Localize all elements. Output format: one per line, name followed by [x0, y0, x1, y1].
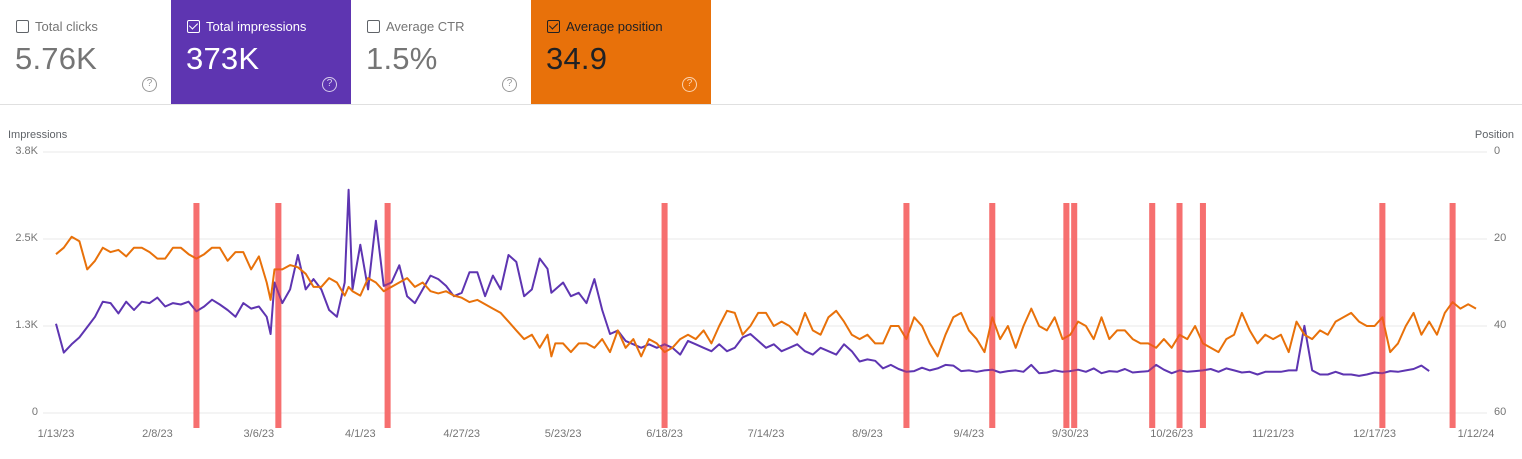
annotation-marker-overlay: [1149, 203, 1156, 428]
annotation-marker-overlay: [1176, 203, 1183, 428]
annotation-marker-overlay: [661, 203, 668, 428]
annotation-marker[interactable]: [661, 203, 668, 428]
card-label: Average position: [566, 19, 663, 34]
y-tick-label: 2.5K: [15, 232, 38, 244]
gridlines: [43, 151, 1487, 414]
annotation-marker-overlay: [1379, 203, 1386, 428]
x-tick-label: 9/30/23: [1051, 428, 1089, 440]
x-tick-label: 4/1/23: [344, 428, 376, 440]
annotation-marker-overlay: [1199, 203, 1206, 428]
impressions-line: [55, 188, 1430, 377]
right-axis-title: Position: [1474, 129, 1514, 141]
card-label: Total clicks: [35, 19, 98, 34]
annotation-marker-overlay: [1071, 203, 1078, 428]
annotation-marker[interactable]: [1176, 203, 1183, 428]
checkbox-unchecked-icon[interactable]: [16, 20, 29, 33]
card-header: Total clicks: [16, 19, 98, 34]
x-tick-label: 3/6/23: [243, 428, 275, 440]
annotation-marker[interactable]: [384, 203, 391, 428]
help-icon[interactable]: ?: [682, 77, 697, 92]
card-total-clicks[interactable]: Total clicks 5.76K ?: [0, 0, 171, 104]
annotation-marker[interactable]: [903, 203, 910, 428]
checkbox-unchecked-icon[interactable]: [367, 20, 380, 33]
help-icon[interactable]: ?: [142, 77, 157, 92]
card-average-ctr[interactable]: Average CTR 1.5% ?: [351, 0, 531, 104]
y2-tick-label: 20: [1494, 232, 1507, 244]
annotation-marker-overlay: [384, 203, 391, 428]
checkbox-checked-icon[interactable]: [187, 20, 200, 33]
card-total-impressions[interactable]: Total impressions 373K ?: [171, 0, 351, 104]
annotation-marker[interactable]: [989, 203, 996, 428]
help-icon[interactable]: ?: [502, 77, 517, 92]
metric-cards: Total clicks 5.76K ? Total impressions 3…: [0, 0, 1522, 105]
x-tick-label: 10/26/23: [1150, 428, 1194, 440]
x-tick-label: 9/4/23: [953, 428, 985, 440]
x-tick-label: 7/14/23: [747, 428, 785, 440]
annotation-marker-overlay: [275, 203, 282, 428]
x-tick-label: 12/17/23: [1353, 428, 1396, 440]
card-value: 373K: [186, 41, 260, 76]
annotation-marker-overlay: [989, 203, 996, 428]
card-label: Average CTR: [386, 19, 465, 34]
annotation-marker[interactable]: [1199, 203, 1206, 428]
x-tick-label: 2/8/23: [142, 428, 173, 440]
x-tick-label: 6/18/23: [646, 428, 683, 440]
checkbox-checked-icon[interactable]: [547, 20, 560, 33]
position-line: [55, 235, 1477, 358]
y-tick-label: 0: [31, 406, 38, 418]
x-tick-label: 11/21/23: [1252, 428, 1295, 440]
y-tick-label: 3.8K: [15, 145, 38, 157]
annotation-marker-overlay: [1063, 203, 1070, 428]
x-tick-label: 4/27/23: [443, 428, 481, 440]
left-axis-title: Impressions: [8, 129, 68, 141]
y2-tick-label: 0: [1494, 145, 1501, 157]
annotation-marker[interactable]: [193, 203, 200, 428]
y2-tick-label: 40: [1494, 319, 1507, 331]
annotation-marker-overlay: [903, 203, 910, 428]
x-tick-label: 1/13/23: [37, 428, 75, 440]
card-value: 5.76K: [15, 41, 98, 76]
annotation-markers[interactable]: [193, 203, 1456, 428]
series-lines: [55, 188, 1477, 428]
annotation-marker[interactable]: [1063, 203, 1070, 428]
card-value: 1.5%: [366, 41, 438, 76]
x-tick-label: 8/9/23: [852, 428, 883, 440]
x-tick-label: 1/12/24: [1457, 428, 1495, 440]
y-tick-label: 1.3K: [15, 319, 38, 331]
card-value: 34.9: [546, 41, 608, 76]
card-label: Total impressions: [206, 19, 307, 34]
help-icon[interactable]: ?: [322, 77, 337, 92]
y2-tick-label: 60: [1494, 406, 1507, 418]
annotation-marker[interactable]: [1449, 203, 1456, 428]
annotation-marker[interactable]: [1379, 203, 1386, 428]
annotation-marker-overlay: [1449, 203, 1456, 428]
x-tick-label: 5/23/23: [544, 428, 582, 440]
annotation-marker[interactable]: [1071, 203, 1078, 428]
card-header: Average CTR: [367, 19, 465, 34]
annotation-marker-overlay: [193, 203, 200, 428]
annotation-marker[interactable]: [1149, 203, 1156, 428]
annotation-marker[interactable]: [275, 203, 282, 428]
card-header: Total impressions: [187, 19, 306, 34]
card-header: Average position: [547, 19, 663, 34]
card-average-position[interactable]: Average position 34.9 ?: [531, 0, 711, 104]
